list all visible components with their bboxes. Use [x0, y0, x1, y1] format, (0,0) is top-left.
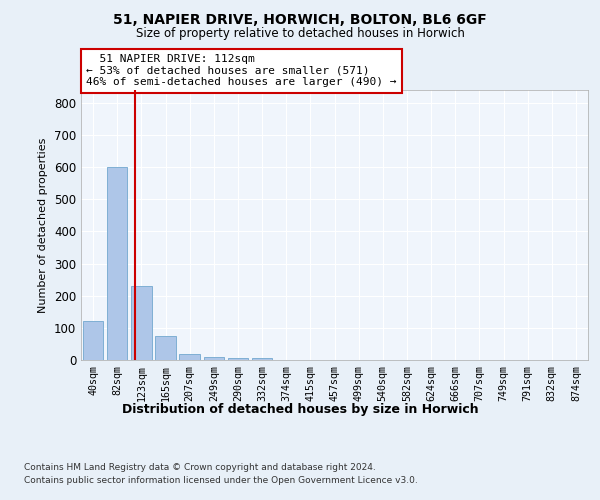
Bar [107, 167, 127, 360]
Bar [252, 358, 272, 360]
Text: 51, NAPIER DRIVE, HORWICH, BOLTON, BL6 6GF: 51, NAPIER DRIVE, HORWICH, BOLTON, BL6 6… [113, 12, 487, 26]
Bar [179, 354, 200, 360]
Bar [83, 322, 103, 360]
Bar [203, 358, 224, 360]
Text: Contains public sector information licensed under the Open Government Licence v3: Contains public sector information licen… [24, 476, 418, 485]
Text: Distribution of detached houses by size in Horwich: Distribution of detached houses by size … [122, 402, 478, 415]
Bar [131, 286, 152, 360]
Bar [155, 336, 176, 360]
Y-axis label: Number of detached properties: Number of detached properties [38, 138, 49, 312]
Text: Size of property relative to detached houses in Horwich: Size of property relative to detached ho… [136, 28, 464, 40]
Text: Contains HM Land Registry data © Crown copyright and database right 2024.: Contains HM Land Registry data © Crown c… [24, 462, 376, 471]
Text: 51 NAPIER DRIVE: 112sqm
← 53% of detached houses are smaller (571)
46% of semi-d: 51 NAPIER DRIVE: 112sqm ← 53% of detache… [86, 54, 397, 88]
Bar [227, 358, 248, 360]
